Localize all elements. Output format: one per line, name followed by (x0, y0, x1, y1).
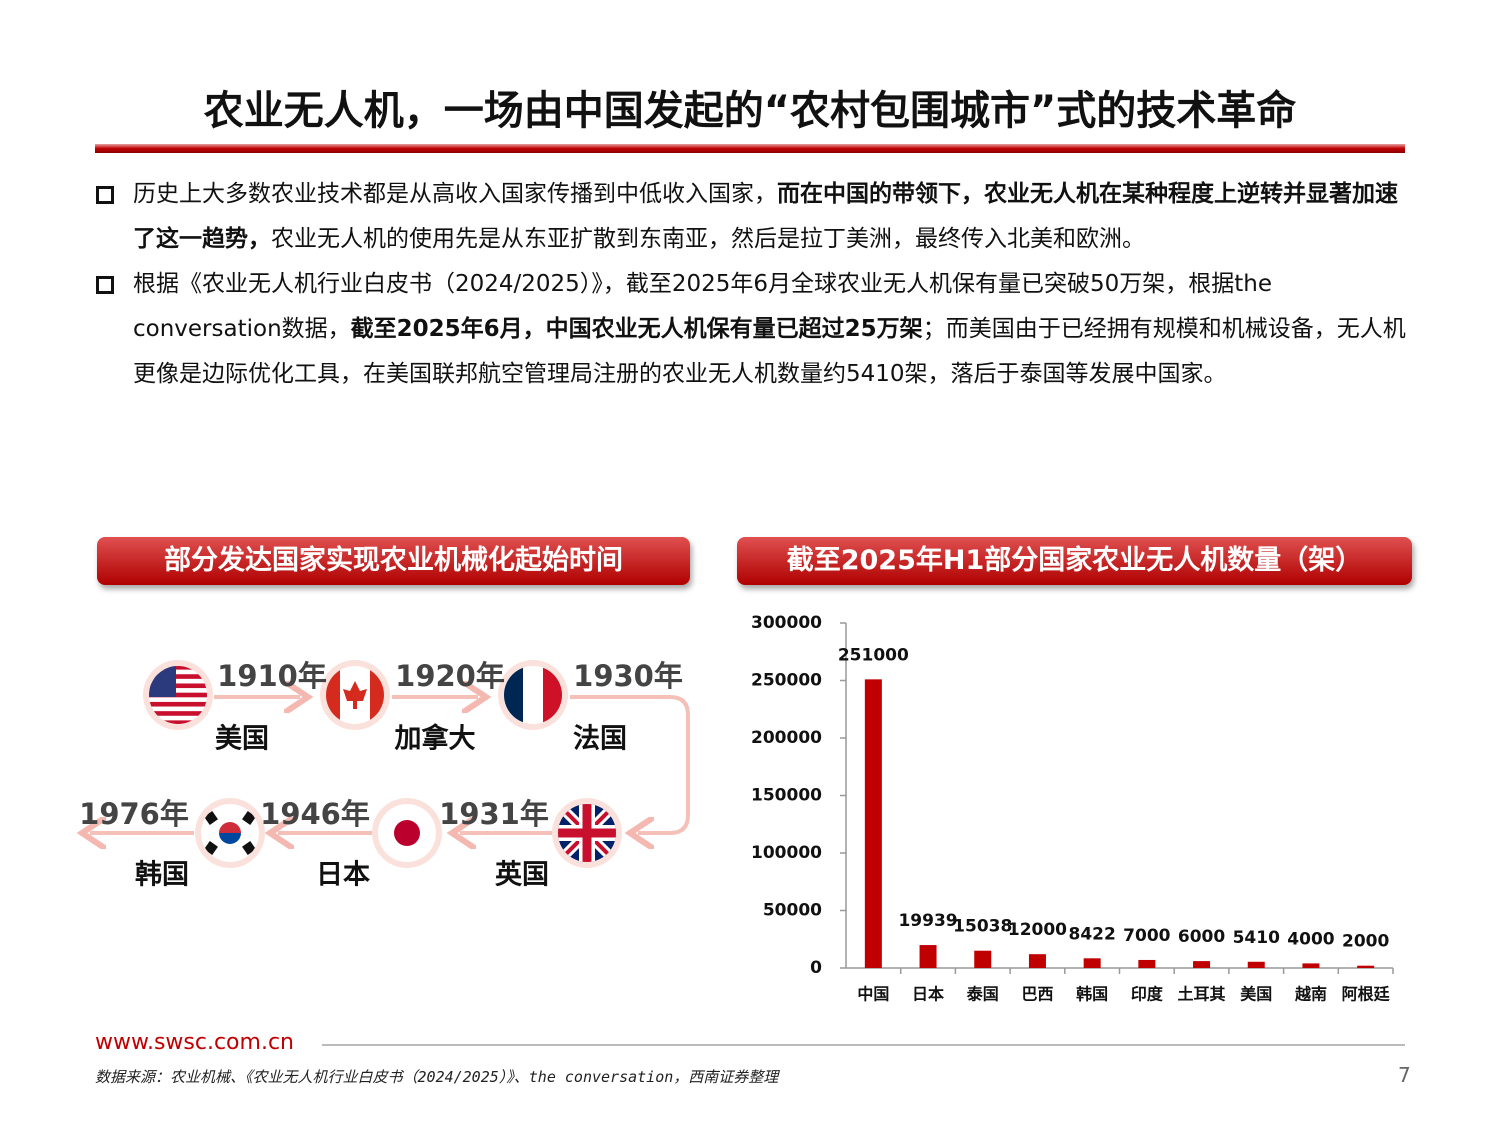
bullet-text: 根据《农业无人机行业白皮书（2024/2025）》，截至2025年6月全球农业无… (133, 262, 1408, 397)
bar (1083, 958, 1101, 968)
text-segment: 而在中国的带领下，农业无人机在某种程度上逆转并显著加速了这一趋势， (133, 181, 1398, 252)
year: 1910年 (217, 659, 327, 693)
taeguk (219, 822, 241, 833)
year: 1931年 (439, 797, 549, 831)
stripe (149, 697, 207, 703)
value-label: 2000 (1342, 932, 1389, 952)
page-number: 7 (1398, 1063, 1411, 1087)
stripe (149, 678, 207, 684)
flag (149, 666, 207, 724)
stripe (149, 669, 207, 675)
value-label: 6000 (1178, 927, 1225, 947)
bar (1028, 954, 1046, 968)
year: 1976年 (79, 797, 189, 831)
stripe (149, 711, 207, 717)
value-label: 5410 (1233, 928, 1280, 948)
y-tick-label: 100000 (751, 843, 822, 863)
year: 1920年 (395, 659, 505, 693)
country: 英国 (495, 860, 549, 891)
band (523, 666, 543, 724)
stripe (149, 666, 207, 671)
value-label: 251000 (838, 645, 909, 665)
value-label: 15038 (953, 917, 1012, 937)
bullet-text: 历史上大多数农业技术都是从高收入国家传播到中低收入国家，而在中国的带领下，农业无… (133, 172, 1408, 262)
bar (919, 945, 937, 968)
x-tick-label: 阿根廷 (1342, 985, 1391, 1004)
bar-chart: 0 50000 100000 150000 200000 250000 300000 2510… (751, 613, 1394, 1004)
text-segment: 农业无人机的使用先是从东亚扩散到东南亚，然后是拉丁美洲，最终传入北美和欧洲。 (271, 226, 1145, 252)
flag (326, 666, 384, 724)
value-label: 7000 (1123, 926, 1170, 946)
bullet-icon (96, 276, 114, 294)
flag (558, 804, 616, 862)
leaf (343, 681, 367, 709)
x-tick-label: 韩国 (1076, 985, 1108, 1004)
band (504, 666, 523, 724)
flag (201, 804, 259, 862)
x-tick-label: 巴西 (1021, 985, 1053, 1004)
sun (394, 820, 420, 846)
year: 1946年 (260, 797, 370, 831)
bar (1138, 959, 1156, 968)
value-label: 12000 (1008, 920, 1067, 940)
bar (1247, 961, 1265, 968)
stripe (149, 692, 207, 698)
title: 农业无人机，一场由中国发起的“农村包围城市”式的技术革命 (203, 88, 1297, 134)
x-tick-label: 中国 (857, 985, 889, 1004)
x-tick-label: 印度 (1131, 985, 1164, 1004)
text-segment: ；而美国由于已经拥有规模和机械设备，无人机更像是边际优化工具，在美国联邦航空管理… (133, 316, 1406, 387)
x-tick-label: 日本 (912, 985, 944, 1004)
timeline-arrows (90, 697, 690, 833)
title-rule (95, 144, 1405, 153)
y-tick-label: 300000 (751, 613, 822, 633)
stripe (149, 674, 207, 680)
y-tick-label: 0 (810, 958, 822, 978)
text-segment: 历史上大多数农业技术都是从高收入国家传播到中低收入国家， (133, 181, 777, 207)
y-tick-label: 150000 (751, 786, 822, 806)
flags (143, 660, 622, 868)
text-segment: 截至2025年6月，中国农业无人机保有量已超过25万架 (350, 316, 923, 342)
x-tick-label: 越南 (1294, 985, 1327, 1004)
flag (504, 666, 562, 724)
value-label: 4000 (1287, 929, 1334, 949)
website: www.swsc.com.cn (95, 1030, 294, 1055)
x-tick-label: 土耳其 (1178, 985, 1226, 1004)
bar (974, 950, 992, 968)
flag (378, 804, 436, 862)
stripe (149, 706, 207, 712)
y-tick-label: 250000 (751, 671, 822, 691)
y-tick-label: 200000 (751, 728, 822, 748)
stripe (149, 715, 207, 721)
year: 1930年 (573, 659, 683, 693)
country: 韩国 (135, 860, 189, 891)
chart-title: 截至2025年H1部分国家农业无人机数量（架） (737, 537, 1412, 585)
stripe (149, 688, 207, 694)
country: 法国 (573, 724, 627, 755)
country: 美国 (215, 723, 269, 755)
stripe (149, 720, 207, 724)
bar (1302, 963, 1320, 968)
text-segment: 根据《农业无人机行业白皮书（2024/2025）》，截至2025年6月全球农业无… (133, 271, 1272, 342)
band (543, 666, 562, 724)
bullet-icon (96, 186, 114, 204)
stripe (149, 683, 207, 689)
country: 加拿大 (395, 723, 476, 755)
stripe (149, 701, 207, 708)
bar (1193, 961, 1211, 968)
bar (864, 679, 882, 968)
x-tick-label: 美国 (1240, 985, 1272, 1004)
source-note: 数据来源：农业机械、《农业无人机行业白皮书（2024/2025）》、the co… (95, 1068, 779, 1086)
bar (1357, 965, 1375, 968)
cross (558, 804, 616, 862)
value-label: 19939 (898, 911, 957, 931)
timeline-title: 部分发达国家实现农业机械化起始时间 (97, 537, 690, 585)
value-label: 8422 (1068, 924, 1115, 944)
x-tick-label: 泰国 (966, 985, 999, 1004)
country: 日本 (316, 860, 370, 891)
taeguk (219, 833, 241, 844)
y-tick-label: 50000 (763, 901, 822, 921)
footer-rule (322, 1044, 1405, 1046)
